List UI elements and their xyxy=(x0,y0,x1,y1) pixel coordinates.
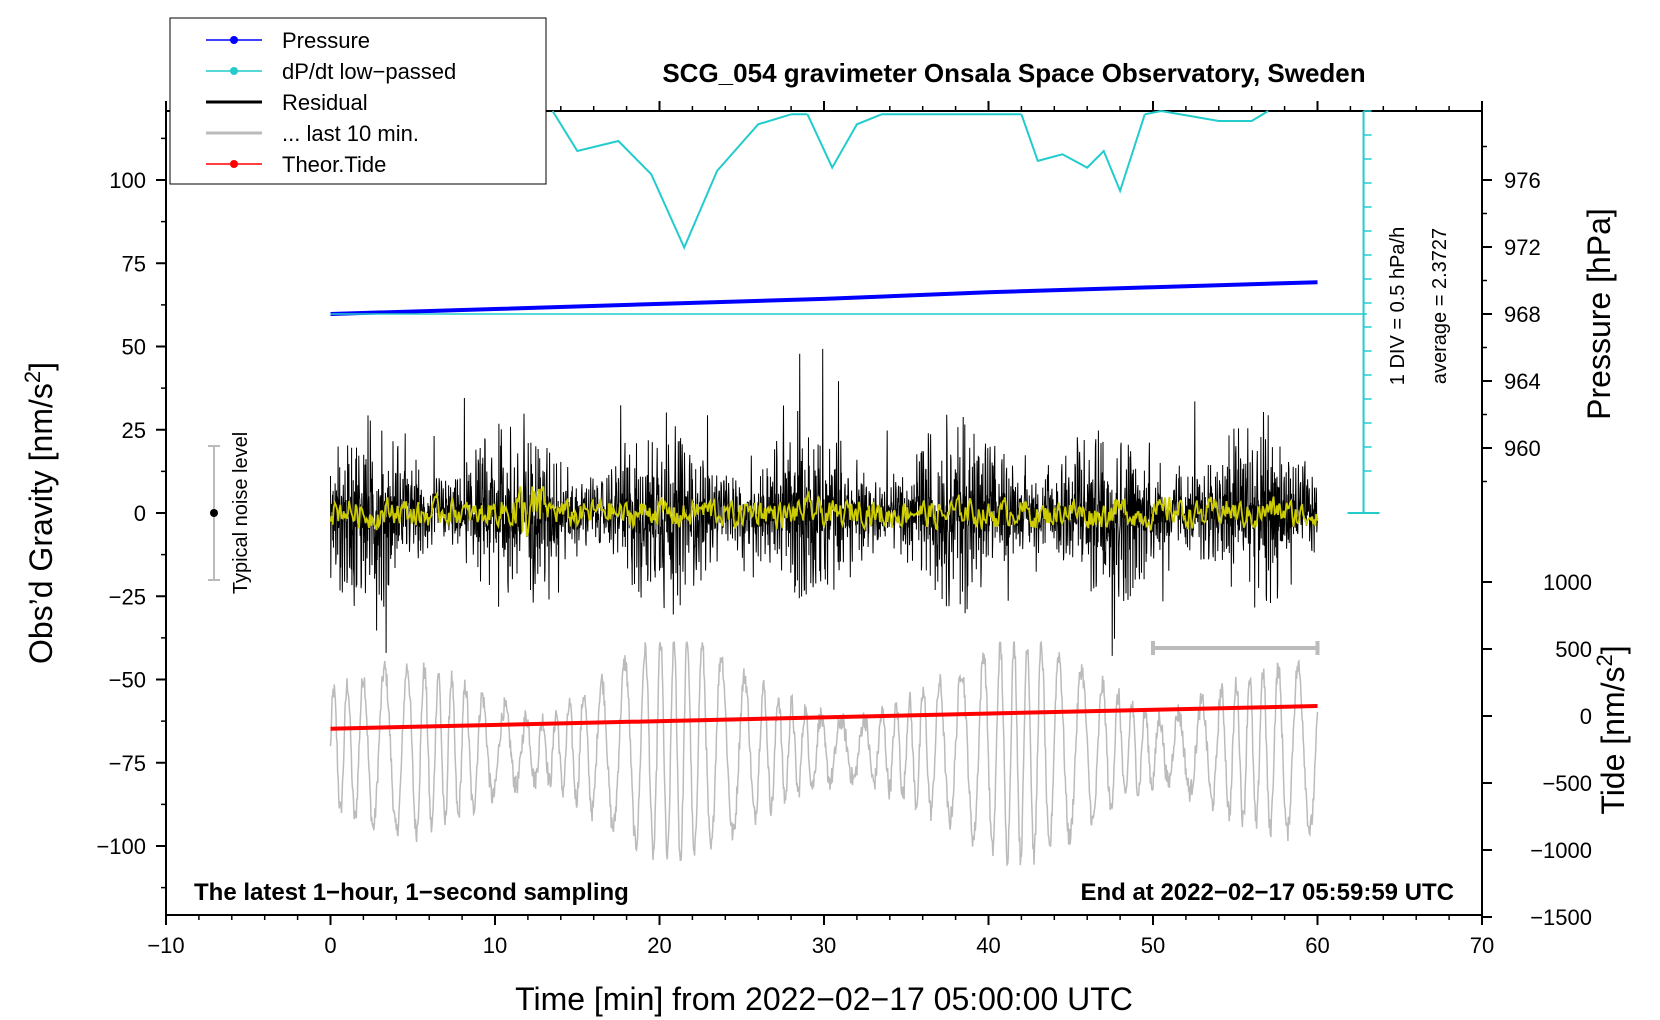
tide-tick-label: −1500 xyxy=(1530,905,1592,930)
legend-label: ... last 10 min. xyxy=(282,121,419,146)
legend-label: Residual xyxy=(282,90,368,115)
left-tick-label: 50 xyxy=(122,335,146,360)
theoretical-tide-series xyxy=(330,704,1318,731)
residual-line xyxy=(330,348,1318,656)
dpdt-line xyxy=(1144,110,1162,116)
residual-lowpass-line xyxy=(329,486,1319,537)
dpdt-line xyxy=(806,113,882,170)
pressure-tick-label: 968 xyxy=(1504,302,1541,327)
left-tick-label: 100 xyxy=(109,168,146,193)
ten-minute-scale-bar xyxy=(1151,641,1320,655)
residual-lowpass-series xyxy=(329,486,1319,537)
tide-noise-series xyxy=(329,640,1319,867)
tide-tick-label: 500 xyxy=(1555,637,1592,662)
left-tick-label: −25 xyxy=(109,584,146,609)
legend-marker xyxy=(230,160,238,168)
chart-title: SCG_054 gravimeter Onsala Space Observat… xyxy=(662,58,1365,88)
left-axis: 100 75 50 25 0 −25 −50 −75 −100 xyxy=(96,137,166,889)
tide-tick-label: 0 xyxy=(1580,704,1592,729)
noise-level-label: Typical noise level xyxy=(230,432,252,594)
left-tick-label: 75 xyxy=(122,251,146,276)
tide-tick-label: −1000 xyxy=(1530,838,1592,863)
bottom-left-note: The latest 1−hour, 1−second sampling xyxy=(194,879,629,906)
pressure-scale-bar xyxy=(1347,110,1380,514)
x-tick-label: 50 xyxy=(1141,933,1165,958)
tide-tick-label: 1000 xyxy=(1543,570,1592,595)
x-tick-label: 10 xyxy=(483,933,507,958)
x-tick-label: 0 xyxy=(324,933,336,958)
dpdt-line xyxy=(551,110,792,250)
pressure-tick-label: 976 xyxy=(1504,168,1541,193)
x-axis: −10 0 10 20 30 40 50 60 70 xyxy=(147,915,1494,958)
pressure-line xyxy=(330,280,1318,316)
x-tick-label: 30 xyxy=(812,933,836,958)
pressure-tick-label: 972 xyxy=(1504,235,1541,260)
dpdt-line xyxy=(1020,113,1146,194)
dpdt-line xyxy=(1161,110,1269,122)
legend-marker xyxy=(230,67,238,75)
pressure-scale-label: 1 DIV = 0.5 hPa/h xyxy=(1387,227,1409,385)
left-tick-label: −75 xyxy=(109,751,146,776)
pressure-series xyxy=(330,280,1318,316)
left-tick-label: 25 xyxy=(122,418,146,443)
theoretical-tide-line xyxy=(330,704,1318,731)
x-tick-label: 20 xyxy=(647,933,671,958)
left-tick-label: 0 xyxy=(134,501,146,526)
pressure-axis-label: Pressure [hPa] xyxy=(1581,208,1617,420)
left-tick-label: −50 xyxy=(109,668,146,693)
tide-noise-line xyxy=(329,640,1319,867)
legend: Pressure dP/dt low−passed Residual ... last… xyxy=(169,17,547,185)
legend-label: Pressure xyxy=(282,28,370,53)
pressure-average-label: average = 2.3727 xyxy=(1429,228,1451,384)
tide-axis-label: Tide [nm/s2] xyxy=(1592,645,1632,814)
right-axis: 976 972 968 964 960 1000 500 0 −500 −1000 −1500 xyxy=(1482,145,1592,930)
legend-label: Theor.Tide xyxy=(282,152,386,177)
pressure-tick-label: 960 xyxy=(1504,436,1541,461)
legend-label: dP/dt low−passed xyxy=(282,59,456,84)
x-tick-label: 70 xyxy=(1470,933,1494,958)
x-tick-label: 60 xyxy=(1305,933,1329,958)
pressure-tick-label: 964 xyxy=(1504,369,1541,394)
tide-tick-label: −500 xyxy=(1542,771,1592,796)
x-tick-label: 40 xyxy=(976,933,1000,958)
dpdt-series xyxy=(330,110,1367,315)
left-tick-label: −100 xyxy=(96,834,146,859)
residual-series xyxy=(330,348,1318,656)
x-tick-label: −10 xyxy=(147,933,184,958)
legend-marker xyxy=(230,36,238,44)
x-axis-label: Time [min] from 2022−02−17 05:00:00 UTC xyxy=(515,981,1133,1017)
bottom-right-note: End at 2022−02−17 05:59:59 UTC xyxy=(1080,879,1454,906)
left-axis-label: Obs’d Gravity [nm/s2] xyxy=(20,362,60,664)
noise-level-marker xyxy=(208,445,220,581)
